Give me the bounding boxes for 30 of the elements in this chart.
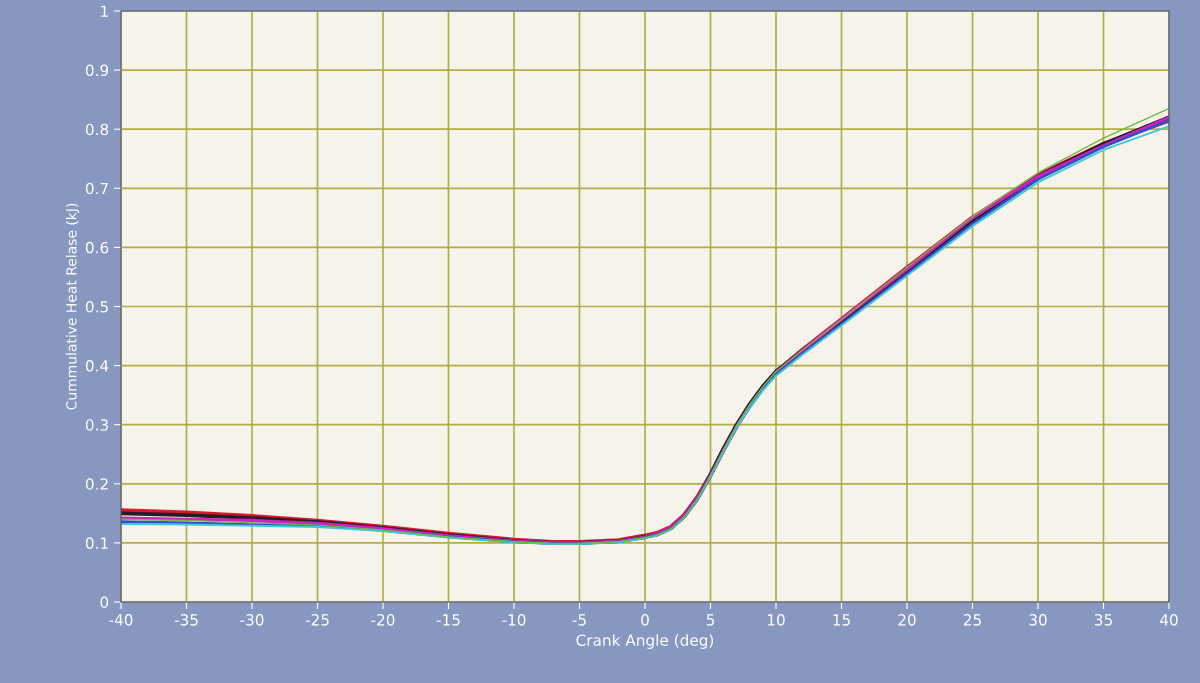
y-tick-label: 1 — [101, 5, 108, 17]
x-tick-label: 15 — [833, 614, 850, 626]
x-tick-label: 35 — [1094, 614, 1112, 626]
x-tick-label: 5 — [706, 614, 715, 626]
y-tick-label: 0.1 — [85, 537, 108, 549]
x-tick-label: 0 — [641, 614, 649, 626]
x-tick-label: -35 — [174, 614, 198, 626]
x-axis-title: Crank Angle (deg) — [576, 634, 714, 649]
x-tick-label: -15 — [436, 614, 460, 626]
x-tick-label: 25 — [963, 614, 981, 626]
y-tick-label: 0.5 — [85, 300, 108, 313]
y-tick-label: 0.3 — [85, 419, 108, 431]
x-tick-label: -5 — [572, 614, 586, 626]
x-tick-label: 20 — [898, 614, 916, 626]
x-tick-label: -40 — [109, 614, 133, 626]
y-tick-label: 0.9 — [85, 64, 109, 77]
x-tick-label: -25 — [305, 614, 329, 626]
x-tick-label: 10 — [767, 614, 785, 626]
x-tick-label: 30 — [1029, 614, 1047, 626]
x-tick-label: -30 — [240, 614, 264, 626]
y-axis-title: Cummulative Heat Relase (kJ) — [65, 203, 80, 410]
y-tick-label: 0.4 — [85, 360, 109, 372]
x-tick-label: 40 — [1160, 614, 1178, 626]
x-tick-label: -10 — [502, 614, 526, 626]
y-tick-label: 0.2 — [85, 478, 108, 490]
x-tick-label: -20 — [371, 614, 395, 626]
y-tick-label: 0.6 — [85, 241, 109, 254]
y-tick-label: 0 — [100, 596, 109, 609]
y-tick-label: 0.7 — [85, 182, 108, 195]
y-tick-label: 0.8 — [85, 123, 109, 136]
